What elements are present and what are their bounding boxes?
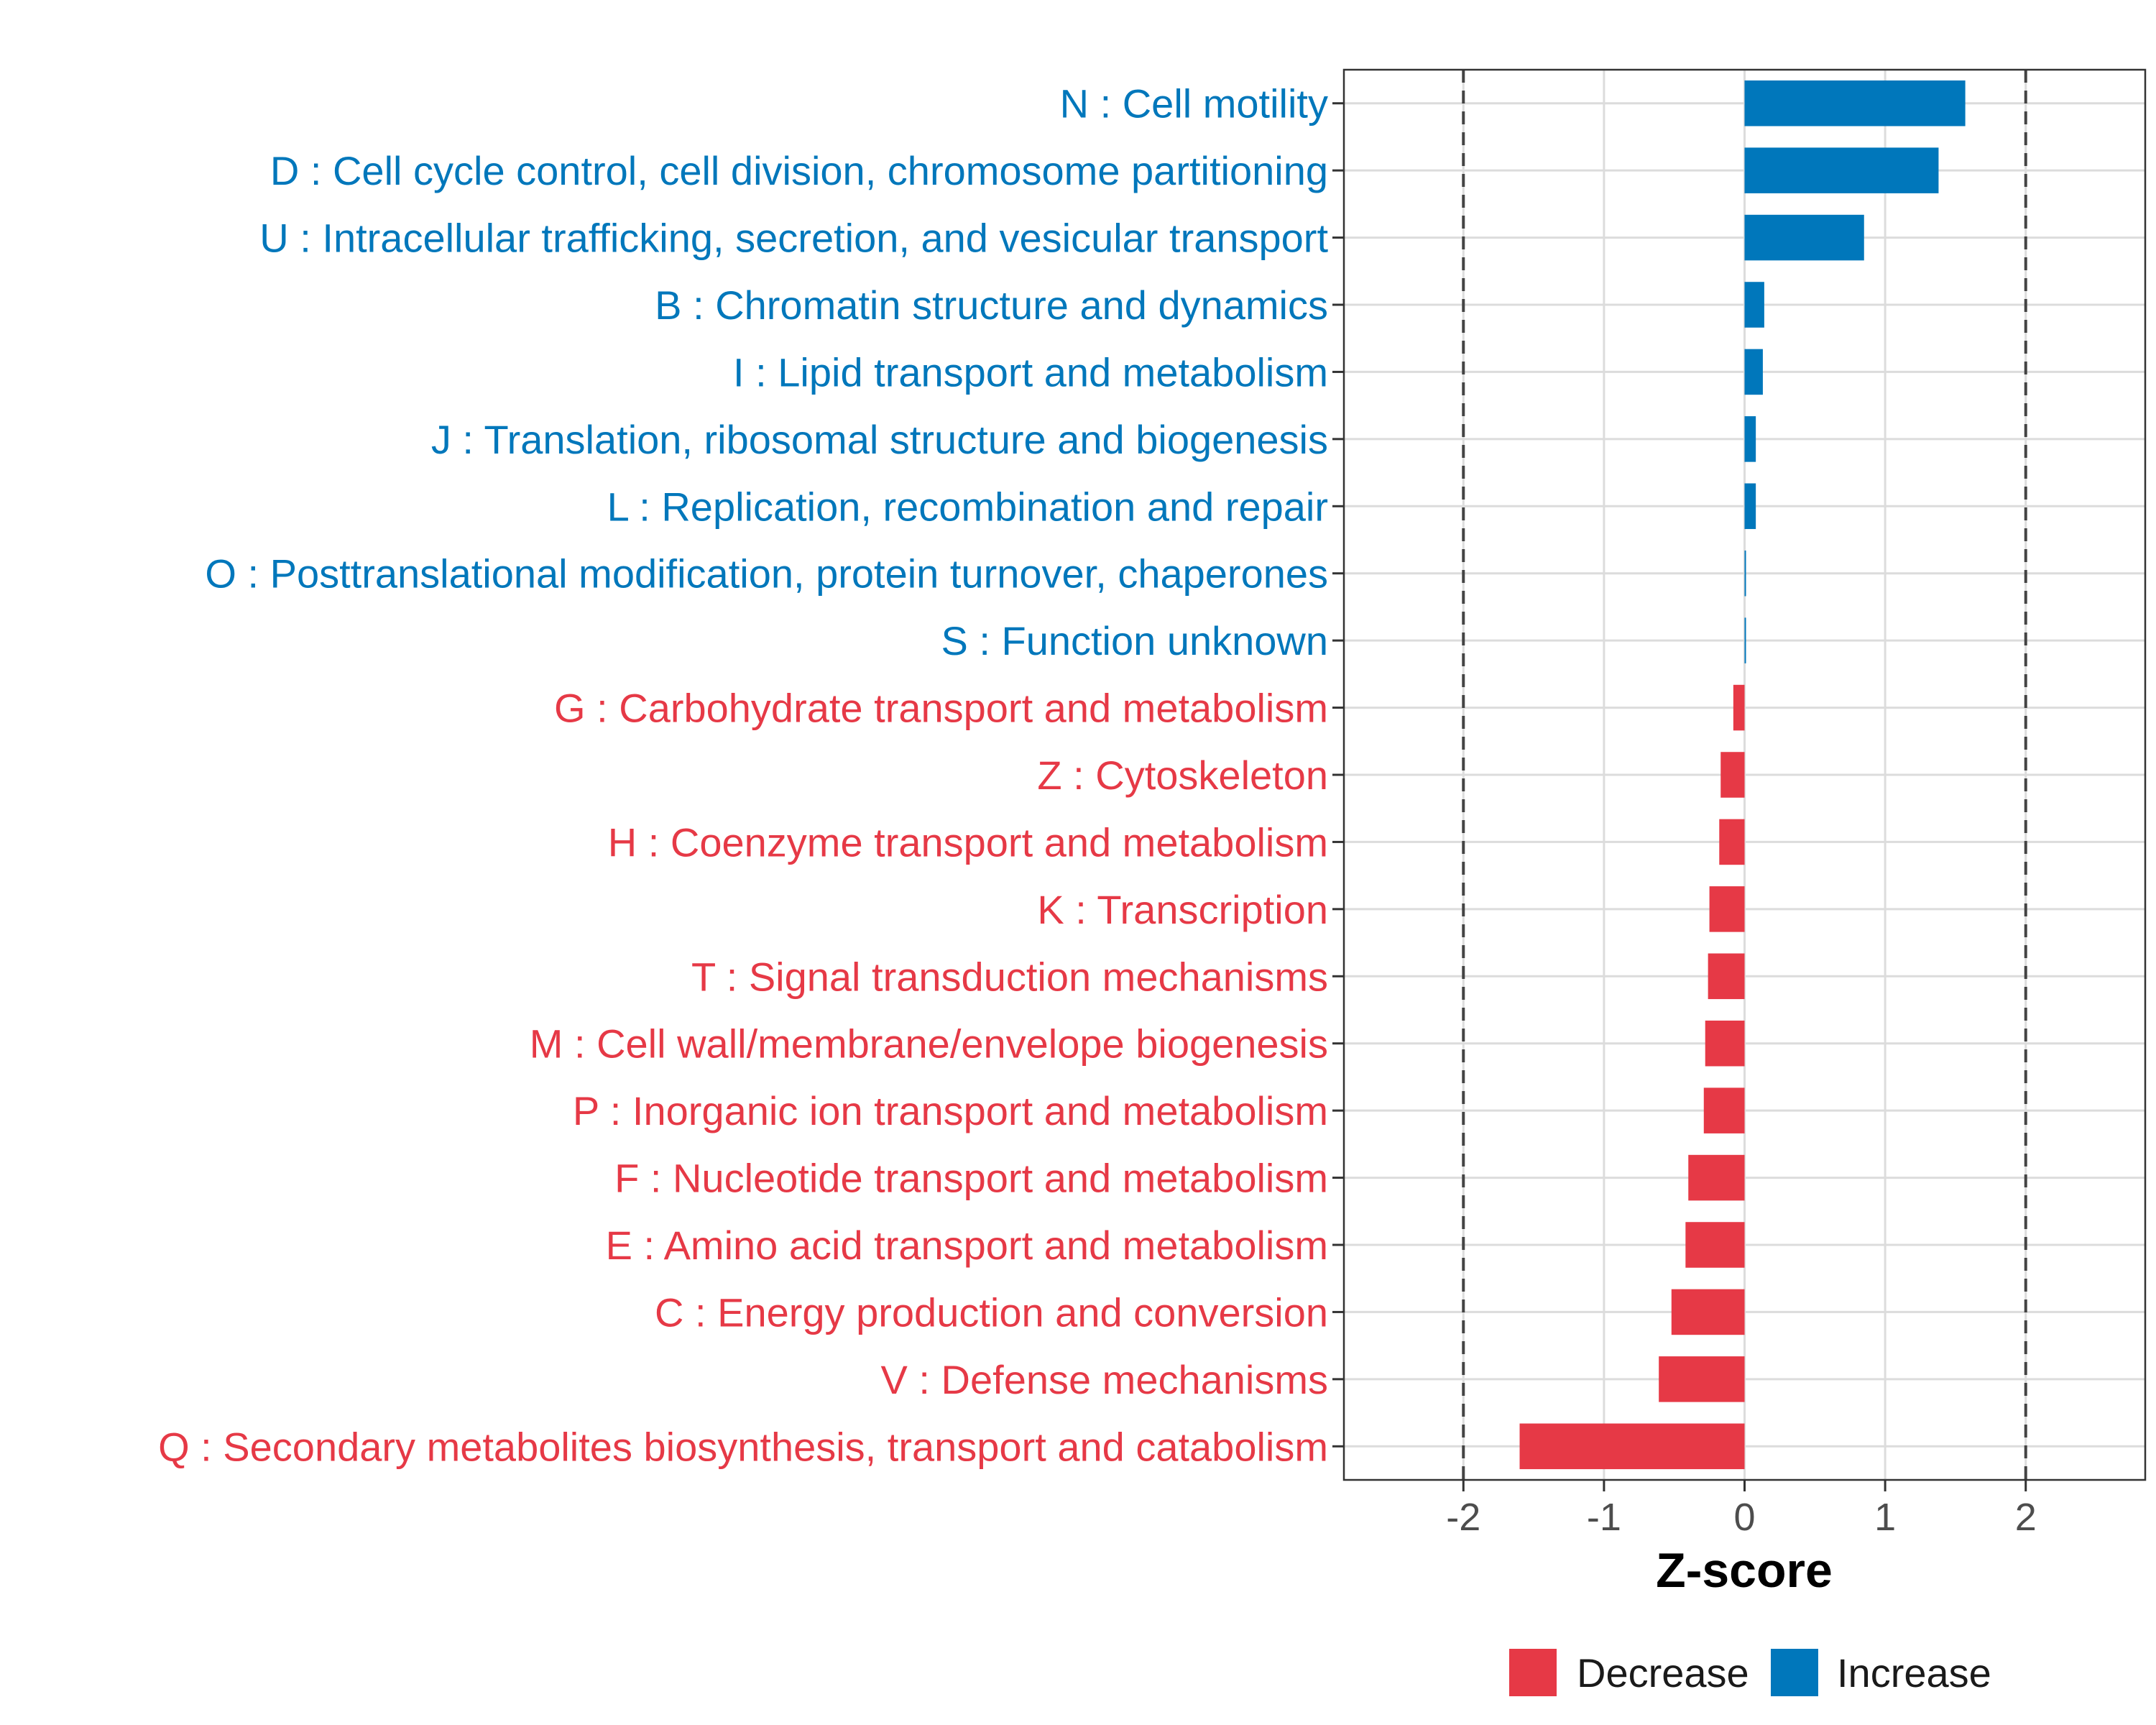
bar-q	[1519, 1423, 1745, 1470]
bar-m	[1705, 1020, 1745, 1067]
bars	[1519, 80, 1966, 1470]
bar-f	[1688, 1154, 1745, 1201]
bar-d	[1744, 147, 1939, 193]
x-tick-label: -1	[1587, 1496, 1621, 1539]
x-tick-label: 0	[1733, 1496, 1755, 1539]
x-axis: -2 -1 0 1 2	[1446, 1480, 2037, 1539]
category-label-n: N : Cell motility	[1060, 81, 1328, 126]
category-label-q: Q : Secondary metabolites biosynthesis, …	[158, 1424, 1328, 1469]
bar-v	[1659, 1356, 1745, 1402]
bar-p	[1703, 1087, 1745, 1133]
bar-i	[1744, 349, 1763, 395]
category-label-c: C : Energy production and conversion	[655, 1289, 1328, 1335]
category-label-i: I : Lipid transport and metabolism	[733, 349, 1328, 395]
category-label-j: J : Translation, ribosomal structure and…	[431, 417, 1328, 462]
bar-h	[1719, 819, 1745, 865]
category-label-s: S : Function unknown	[941, 618, 1328, 663]
category-label-v: V : Defense mechanisms	[881, 1357, 1328, 1402]
x-tick-label: 1	[1874, 1496, 1896, 1539]
category-label-h: H : Coenzyme transport and metabolism	[608, 819, 1328, 865]
category-label-m: M : Cell wall/membrane/envelope biogenes…	[530, 1021, 1328, 1067]
category-label-l: L : Replication, recombination and repai…	[607, 484, 1328, 529]
category-label-k: K : Transcription	[1037, 887, 1328, 932]
bar-k	[1709, 886, 1745, 932]
y-axis: N : Cell motility D : Cell cycle control,…	[158, 81, 1344, 1469]
bar-t	[1708, 953, 1745, 1000]
category-label-t: T : Signal transduction mechanisms	[691, 954, 1328, 999]
bar-j	[1744, 416, 1756, 462]
bar-l	[1744, 483, 1756, 530]
bar-z	[1720, 752, 1745, 798]
legend-swatch-decrease	[1509, 1649, 1557, 1696]
category-label-o: O : Posttranslational modification, prot…	[205, 551, 1328, 597]
x-tick-label: 2	[2015, 1496, 2037, 1539]
category-label-b: B : Chromatin structure and dynamics	[655, 282, 1328, 328]
legend-swatch-increase	[1771, 1649, 1818, 1696]
category-label-d: D : Cell cycle control, cell division, c…	[270, 148, 1328, 193]
category-label-g: G : Carbohydrate transport and metabolis…	[554, 686, 1328, 731]
bar-e	[1685, 1222, 1745, 1268]
category-label-z: Z : Cytoskeleton	[1037, 753, 1328, 798]
bar-b	[1744, 282, 1764, 328]
legend-label-increase: Increase	[1837, 1650, 1991, 1696]
bar-c	[1671, 1289, 1745, 1335]
category-label-p: P : Inorganic ion transport and metaboli…	[573, 1088, 1328, 1133]
bar-s	[1744, 617, 1746, 663]
category-label-f: F : Nucleotide transport and metabolism	[614, 1156, 1328, 1201]
reference-lines	[1462, 70, 2027, 1480]
bar-o	[1744, 550, 1746, 597]
category-label-u: U : Intracellular trafficking, secretion…	[259, 216, 1328, 261]
bar-u	[1744, 214, 1864, 261]
category-label-e: E : Amino acid transport and metabolism	[606, 1223, 1328, 1268]
legend-label-decrease: Decrease	[1577, 1650, 1749, 1696]
x-tick-label: -2	[1446, 1496, 1480, 1539]
legend: Decrease Increase	[1509, 1649, 1991, 1696]
bar-n	[1744, 80, 1966, 126]
bar-g	[1733, 684, 1745, 731]
x-axis-title: Z-score	[1656, 1543, 1833, 1598]
